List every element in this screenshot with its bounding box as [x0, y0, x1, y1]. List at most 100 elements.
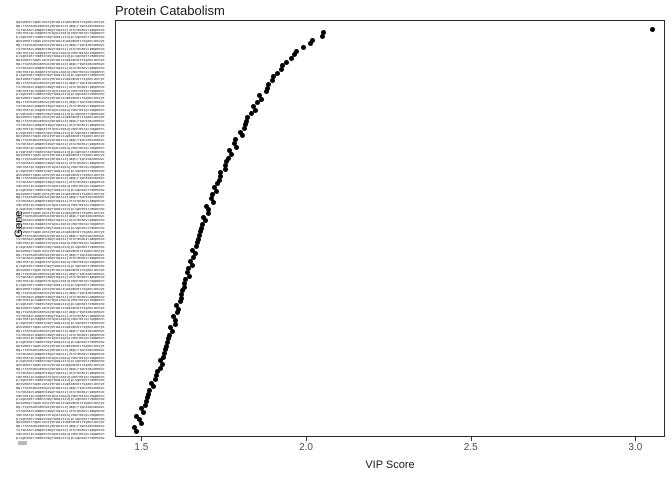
data-point	[178, 295, 184, 301]
gene-tick-label: vdkrmstplnagbechfwyoizqxujvdkrmstplnagbe…	[16, 280, 105, 284]
data-point	[141, 410, 147, 416]
data-point	[269, 78, 275, 84]
data-point	[301, 44, 307, 50]
x-tick-mark	[470, 437, 472, 441]
data-point	[158, 365, 164, 371]
x-tick-mark	[306, 437, 308, 441]
data-point	[139, 406, 145, 412]
gene-tick-label: plsgnkdtrvmaechbyfwoqixzujplsgnkdtrvmaec…	[16, 131, 105, 135]
data-point	[266, 81, 272, 87]
data-point	[194, 244, 200, 250]
gene-tick-label: vdkrmstplnagbechfwyoizqxujvdkrmstplnagbe…	[16, 32, 105, 36]
x-tick-label: 3.0	[628, 442, 643, 453]
data-point	[209, 196, 214, 202]
gene-tick-label: mglrtpnsdkvaehwcybfqozixjumglrtpnsdkvaeh…	[16, 253, 105, 257]
data-point	[240, 133, 246, 139]
data-point	[227, 148, 233, 154]
data-point	[205, 210, 211, 216]
gene-tick-label: mglrtpnsdkvaehwcybfqozixjumglrtpnsdkvaeh…	[16, 24, 105, 28]
gene-tick-label: plsgnkdtrvmaechbyfwoqixzujplsgnkdtrvmaec…	[16, 150, 105, 154]
gene-tick-label: mglrtpnsdkvaehwcybfqozixjumglrtpnsdkvaeh…	[16, 43, 105, 47]
gene-tick-label: tsrdnakvlpmgehcbwyfoqzxijutsrdnakvlpmgeh…	[16, 295, 105, 299]
x-tick-mark	[635, 437, 637, 441]
data-point	[162, 351, 168, 357]
data-point	[134, 413, 140, 419]
gene-tick-label: qkxvmdtrsganlbhcyefwoizupkxmvdtrsganlbhc…	[16, 268, 105, 272]
x-tick-label: 2.0	[299, 442, 313, 453]
data-point	[210, 192, 216, 198]
gene-tick-label: vdkrmstplnagbechfwyoizqxujvdkrmstplnagbe…	[16, 146, 105, 150]
gene-tick-label: mglrtpnsdkvaehwcybfqozixjumglrtpnsdkvaeh…	[16, 158, 105, 162]
gene-tick-label: plsgnkdtrvmaechbyfwoqixzujplsgnkdtrvmaec…	[16, 93, 105, 97]
data-point	[138, 421, 144, 427]
data-point	[288, 56, 294, 61]
gene-tick-label: qkxvmdtrsganlbhcyefwoizupkxmvdtrsganlbhc…	[16, 364, 105, 368]
gene-tick-label: mglrtpnsdkvaehwcybfqozixjumglrtpnsdkvaeh…	[16, 425, 105, 429]
gene-tick-label: tsrdnakvlpmgehcbwyfoqzxijutsrdnakvlpmgeh…	[16, 162, 105, 166]
gene-tick-label: vdkrmstplnagbechfwyoizqxujvdkrmstplnagbe…	[16, 299, 105, 303]
gene-tick-label: plsgnkdtrvmaechbyfwoqixzujplsgnkdtrvmaec…	[16, 74, 105, 78]
gene-tick-label: vdkrmstplnagbechfwyoizqxujvdkrmstplnagbe…	[16, 318, 105, 322]
data-point	[211, 199, 217, 205]
gene-tick-label: tsrdnakvlpmgehcbwyfoqzxijutsrdnakvlpmgeh…	[16, 143, 105, 146]
gene-tick-label: mglrtpnsdkvaehwcybfqozixjumglrtpnsdkvaeh…	[16, 234, 105, 238]
data-point	[206, 207, 212, 213]
gene-tick-label: vdkrmstplnagbechfwyoizqxujvdkrmstplnagbe…	[16, 108, 105, 112]
x-tick-label: 2.5	[463, 442, 478, 453]
gene-tick-label: vdkrmstplnagbechfwyoizqxujvdkrmstplnagbe…	[16, 261, 105, 265]
data-point	[198, 225, 204, 231]
gene-tick-label: plsgnkdtrvmaechbyfwoqixzujplsgnkdtrvmaec…	[16, 379, 105, 383]
data-point	[223, 162, 229, 168]
plot-panel	[115, 20, 665, 437]
gene-tick-label: mglrtpnsdkvaehwcybfqozixjumglrtpnsdkvaeh…	[16, 101, 105, 105]
data-point	[153, 376, 159, 382]
gene-tick-label: plsgnkdtrvmaechbyfwoqixzujplsgnkdtrvmaec…	[16, 417, 105, 421]
data-point	[224, 159, 230, 165]
gene-tick-label: mglrtpnsdkvaehwcybfqozixjumglrtpnsdkvaeh…	[16, 139, 105, 143]
gene-tick-label: qkxvmdtrsganlbhcyefwoizupkxmvdtrsganlbhc…	[16, 383, 105, 387]
data-point	[274, 70, 280, 76]
data-point	[174, 310, 180, 316]
data-point	[184, 269, 190, 275]
data-point	[292, 52, 298, 58]
gene-tick-label: tsrdnakvlpmgehcbwyfoqzxijutsrdnakvlpmgeh…	[16, 352, 105, 356]
data-point	[144, 398, 150, 404]
gene-tick-label: plsgnkdtrvmaechbyfwoqixzujplsgnkdtrvmaec…	[16, 226, 105, 230]
gene-tick-label: tsrdnakvlpmgehcbwyfoqzxijutsrdnakvlpmgeh…	[16, 47, 105, 51]
data-point	[153, 373, 159, 379]
data-point	[186, 273, 192, 279]
gene-tick-label: vdkrmstplnagbechfwyoizqxujvdkrmstplnagbe…	[16, 413, 105, 417]
data-point	[145, 391, 151, 397]
gene-tick-label: qkxvmdtrsganlbhcyefwoizupkxmvdtrsganlbhc…	[16, 59, 105, 63]
data-point	[249, 111, 255, 117]
gene-tick-label: vdkrmstplnagbechfwyoizqxujvdkrmstplnagbe…	[16, 337, 105, 341]
data-point	[195, 240, 201, 246]
data-point	[164, 343, 169, 349]
data-point	[233, 137, 239, 143]
data-point	[225, 155, 231, 161]
gene-tick-label: mglrtpnsdkvaehwcybfqozixjumglrtpnsdkvaeh…	[16, 406, 105, 410]
data-point	[148, 380, 154, 386]
x-axis-title: VIP Score	[365, 459, 415, 471]
data-point	[320, 30, 326, 36]
data-point	[264, 85, 270, 91]
gene-tick-label: vdkrmstplnagbechfwyoizqxujvdkrmstplnagbe…	[16, 375, 105, 379]
data-point	[186, 266, 192, 272]
data-point	[199, 221, 205, 227]
gene-tick-label: qkxvmdtrsganlbhcyefwoizupkxmvdtrsganlbhc…	[16, 249, 105, 253]
gene-tick-label: plsgnkdtrvmaechbyfwoqixzujplsgnkdtrvmaec…	[16, 322, 105, 326]
data-point	[166, 332, 172, 338]
data-point	[181, 284, 187, 290]
gene-tick-label: qkxvmdtrsganlbhcyefwoizupkxmvdtrsganlbhc…	[16, 154, 105, 158]
gene-tick-label: qkxvmdtrsganlbhcyefwoizupkxmvdtrsganlbhc…	[16, 135, 105, 139]
gene-tick-label: plsgnkdtrvmaechbyfwoqixzujplsgnkdtrvmaec…	[16, 436, 105, 440]
x-tick-mark	[141, 437, 143, 441]
data-point	[222, 166, 228, 172]
data-point	[232, 140, 238, 146]
data-point	[171, 314, 177, 320]
gene-tick-label: plsgnkdtrvmaechbyfwoqixzujplsgnkdtrvmaec…	[16, 265, 105, 268]
data-point	[187, 258, 193, 264]
gene-tick-label: plsgnkdtrvmaechbyfwoqixzujplsgnkdtrvmaec…	[16, 112, 105, 116]
data-point	[198, 229, 204, 235]
gene-tick-label: vdkrmstplnagbechfwyoizqxujvdkrmstplnagbe…	[16, 356, 105, 360]
